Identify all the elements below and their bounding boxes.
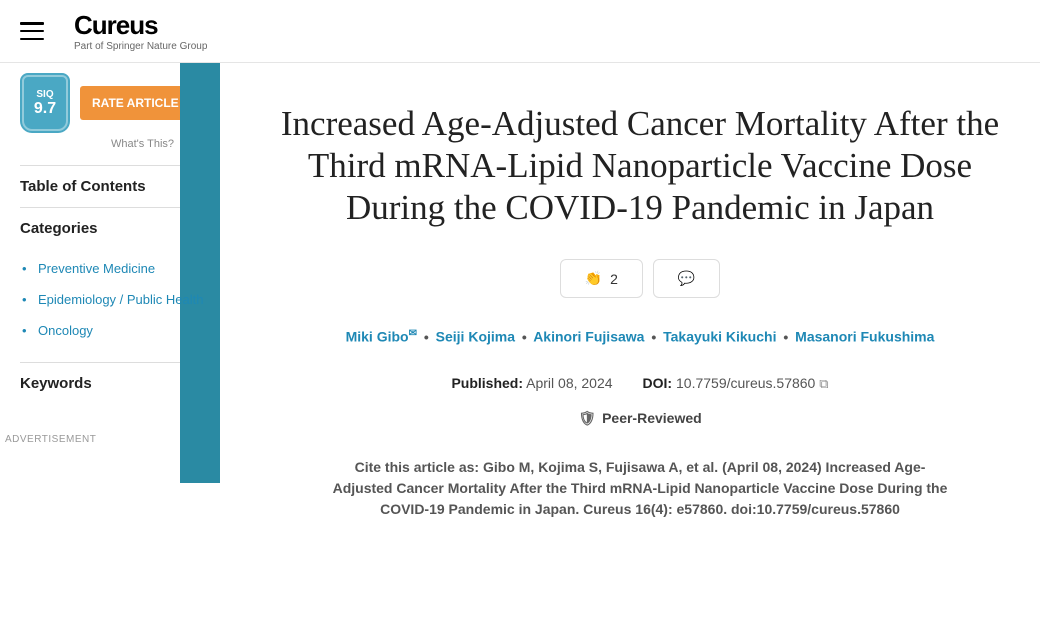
author-link[interactable]: Akinori Fujisawa [533,329,644,345]
categories-section-header[interactable]: Categories ⌃ [20,207,205,249]
logo-text: Cureus [74,10,207,41]
container: SIQ 9.7 RATE ARTICLE What's This? Table … [0,63,1040,540]
shield-icon: 🛡 [578,410,596,427]
citation-prefix: Cite this article as: [355,459,480,475]
published-label: Published: [451,375,523,391]
keywords-label: Keywords [20,375,92,392]
siq-badge[interactable]: SIQ 9.7 [20,73,70,133]
menu-icon[interactable] [20,22,44,40]
categories-list: Preventive Medicine Epidemiology / Publi… [20,249,205,362]
rate-article-button[interactable]: RATE ARTICLE [80,86,191,120]
doi-label: DOI: [643,375,673,391]
header: Cureus Part of Springer Nature Group [0,0,1040,63]
clap-icon: 👏 [585,270,602,287]
main-content: Increased Age-Adjusted Cancer Mortality … [220,63,1040,540]
toc-section-header[interactable]: Table of Contents ⌄ [20,165,205,207]
toc-label: Table of Contents [20,178,146,195]
doi-value: 10.7759/cureus.57860 [676,375,815,391]
siq-score: 9.7 [34,100,56,118]
category-item[interactable]: Epidemiology / Public Health [20,285,205,316]
logo-block[interactable]: Cureus Part of Springer Nature Group [74,10,207,52]
advertisement-label: ADVERTISEMENT [5,434,205,445]
sidebar: SIQ 9.7 RATE ARTICLE What's This? Table … [0,63,220,540]
article-title: Increased Age-Adjusted Cancer Mortality … [280,103,1000,229]
peer-reviewed-badge: 🛡 Peer-Reviewed [280,410,1000,427]
meta-row: Published: April 08, 2024 DOI: 10.7759/c… [280,375,1000,392]
copy-icon[interactable]: ⧉ [819,376,828,391]
comment-icon: 💬 [678,270,695,287]
citation-block: Cite this article as: Gibo M, Kojima S, … [330,457,950,520]
authors-list: Miki Gibo✉ • Seiji Kojima • Akinori Fuji… [280,328,1000,345]
author-link[interactable]: Miki Gibo [346,329,409,345]
peer-reviewed-text: Peer-Reviewed [602,410,702,426]
published-block: Published: April 08, 2024 [451,375,612,391]
category-item[interactable]: Preventive Medicine [20,254,205,285]
category-item[interactable]: Oncology [20,316,205,347]
comment-button[interactable]: 💬 [653,259,720,298]
categories-label: Categories [20,220,98,237]
keywords-section-header[interactable]: Keywords ⌄ [20,362,205,404]
siq-row: SIQ 9.7 RATE ARTICLE [20,73,205,133]
author-link[interactable]: Masanori Fukushima [795,329,934,345]
clap-button[interactable]: 👏 2 [560,259,643,298]
siq-label: SIQ [36,89,53,100]
action-pills: 👏 2 💬 [280,259,1000,298]
author-link[interactable]: Takayuki Kikuchi [663,329,776,345]
logo-subtext: Part of Springer Nature Group [74,41,207,52]
doi-block: DOI: 10.7759/cureus.57860 ⧉ [643,375,829,392]
author-link[interactable]: Seiji Kojima [436,329,515,345]
mail-icon[interactable]: ✉ [409,328,417,339]
published-date: April 08, 2024 [526,375,612,391]
clap-count: 2 [610,271,618,287]
